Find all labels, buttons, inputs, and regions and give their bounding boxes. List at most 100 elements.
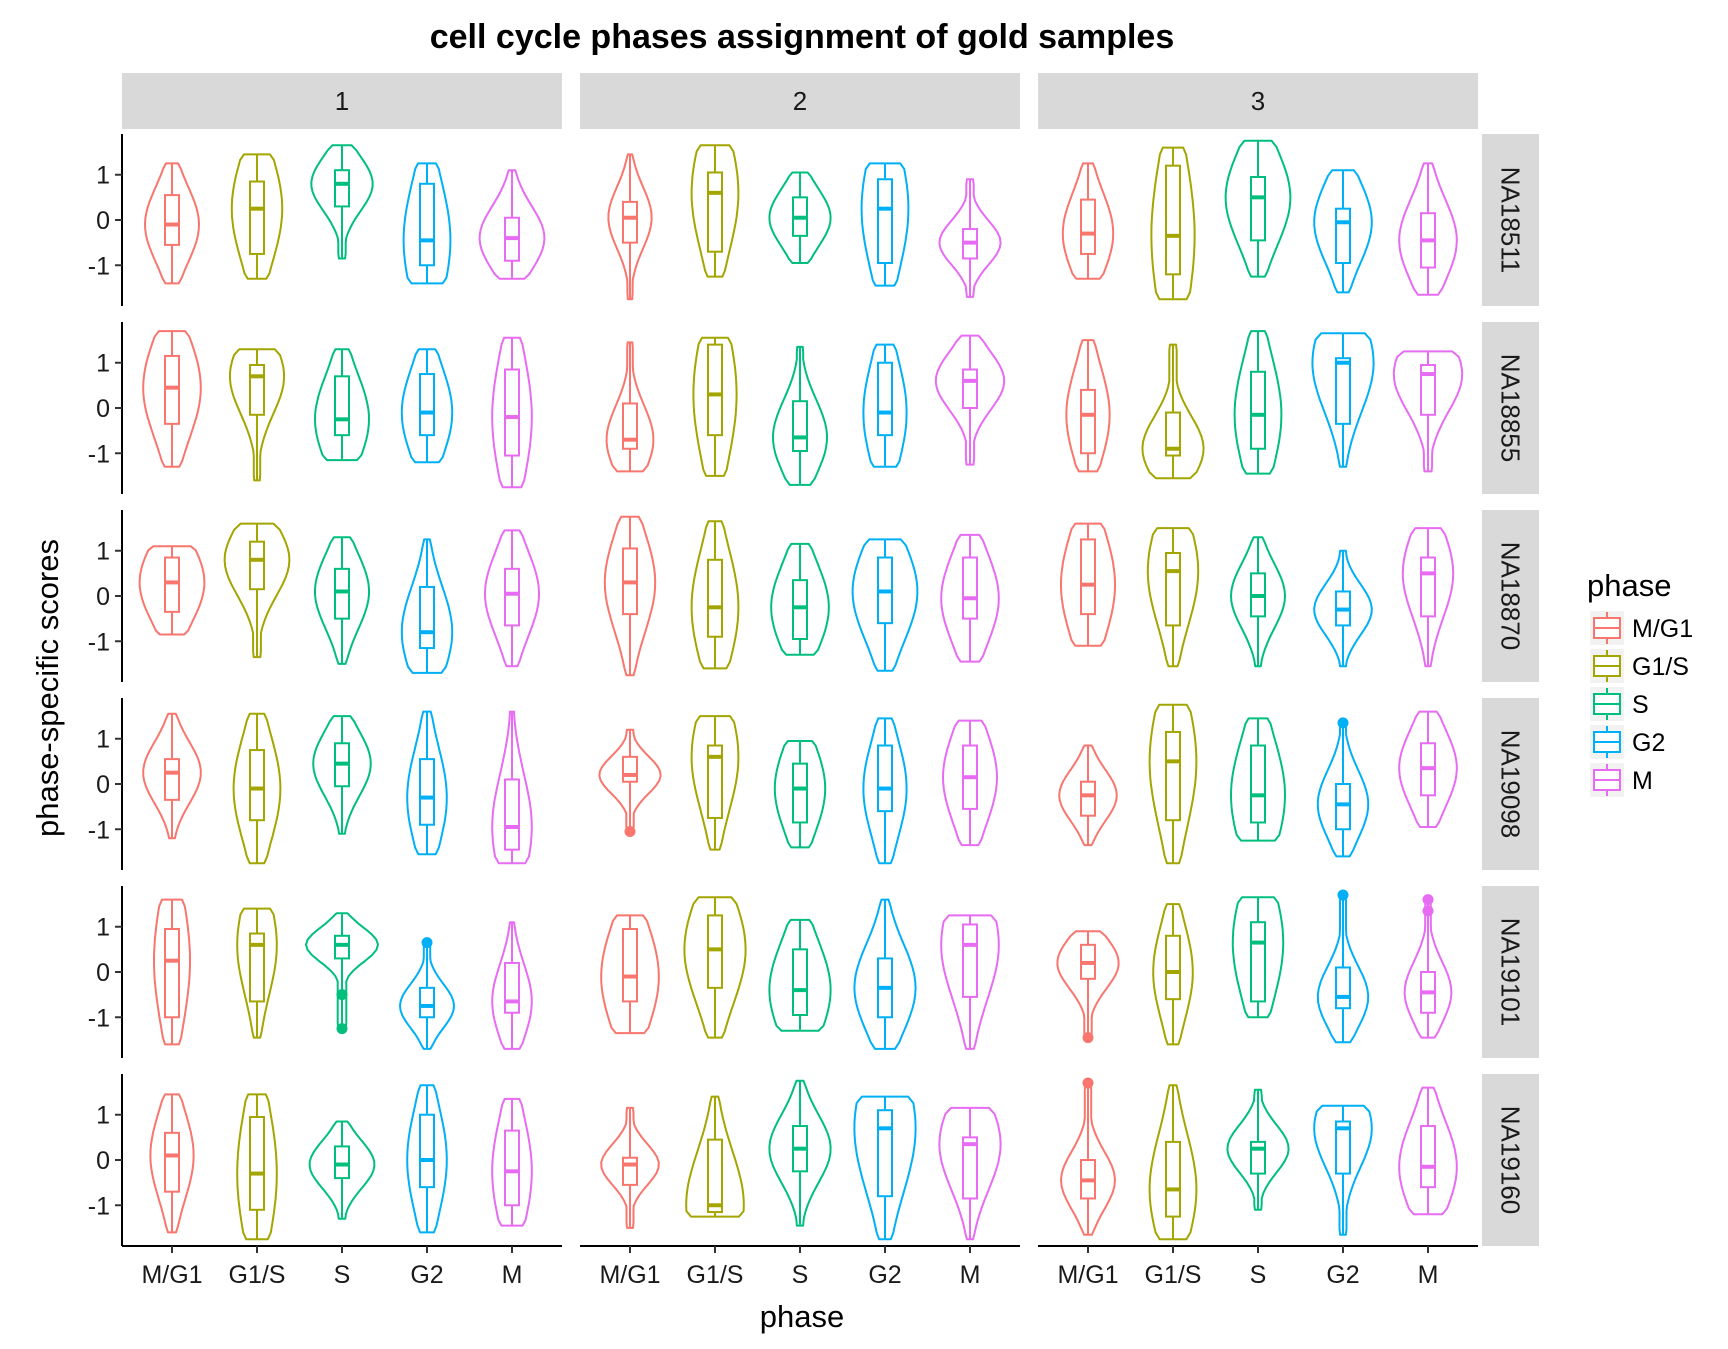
outlier-point xyxy=(421,937,433,949)
violin-MG1-r2-c0 xyxy=(138,545,206,636)
facet-strip-row-label: NA19101 xyxy=(1496,918,1526,1026)
violin-M-r3-c2 xyxy=(1398,710,1458,828)
outlier-point xyxy=(1337,889,1349,901)
box-iqr xyxy=(792,579,808,641)
y-tick-label: 1 xyxy=(96,538,110,566)
facet-strip-row-NA18870 xyxy=(1482,510,1539,682)
facet-strip-row-NA19098 xyxy=(1482,698,1539,870)
violin-G2-r1-c0 xyxy=(400,348,454,464)
box-iqr xyxy=(792,762,808,824)
violin-MG1-r3-c1 xyxy=(598,728,662,833)
violin-MG1-r4-c2 xyxy=(1056,930,1120,1039)
violin-G1S-r5-c2 xyxy=(1148,1084,1198,1241)
y-tick-label: 1 xyxy=(96,162,110,190)
y-tick-label: -1 xyxy=(88,1192,110,1220)
x-tick-label: M/G1 xyxy=(599,1261,660,1289)
violin-G2-r3-c0 xyxy=(406,710,448,856)
box-iqr xyxy=(622,755,638,783)
box-iqr xyxy=(419,1113,435,1189)
outlier-point xyxy=(1082,1032,1094,1044)
violin-MG1-r4-c0 xyxy=(153,898,191,1046)
box-iqr xyxy=(622,200,638,244)
y-tick-label: -1 xyxy=(88,252,110,280)
box-iqr xyxy=(877,744,893,813)
violin-G1S-r2-c0 xyxy=(223,522,291,659)
violin-G2-r5-c0 xyxy=(406,1084,448,1234)
facet-strip-row-label: NA18511 xyxy=(1496,167,1526,274)
violin-G1S-r4-c0 xyxy=(236,907,278,1039)
box-iqr xyxy=(622,1156,638,1186)
box-iqr xyxy=(249,180,265,255)
violin-G2-r2-c0 xyxy=(400,538,454,674)
box-iqr xyxy=(419,373,435,437)
violin-G2-r4-c1 xyxy=(853,898,917,1050)
violin-MG1-r0-c0 xyxy=(144,162,200,285)
box-iqr xyxy=(419,758,435,826)
box-iqr xyxy=(1165,934,1181,1001)
violin-G1S-r2-c2 xyxy=(1146,527,1200,668)
y-tick-label: -1 xyxy=(88,816,110,844)
violin-MG1-r0-c1 xyxy=(607,153,653,301)
violin-M-r1-c1 xyxy=(934,334,1006,466)
violin-G2-r2-c2 xyxy=(1313,549,1373,668)
x-tick-label: S xyxy=(334,1261,351,1289)
box-iqr xyxy=(1165,1140,1181,1218)
y-tick-label: -1 xyxy=(88,440,110,468)
violin-G1S-r3-c1 xyxy=(690,715,740,851)
violin-M-r1-c0 xyxy=(491,336,533,489)
facet-strip-row-label: NA19098 xyxy=(1496,730,1526,838)
box-iqr xyxy=(962,368,978,409)
legend-label: M/G1 xyxy=(1632,615,1693,643)
violin-G1S-r0-c0 xyxy=(230,153,284,280)
violin-G1S-r1-c1 xyxy=(692,336,738,477)
facet-strip-row-NA18511 xyxy=(1482,134,1539,306)
box-iqr xyxy=(707,914,723,989)
x-tick-label: G1/S xyxy=(229,1261,286,1289)
outlier-point xyxy=(624,826,636,838)
chart-title: cell cycle phases assignment of gold sam… xyxy=(430,18,1175,56)
violin-S-r1-c2 xyxy=(1233,330,1283,475)
box-iqr xyxy=(1165,552,1181,627)
box-iqr xyxy=(1250,921,1266,1003)
box-iqr xyxy=(1250,176,1266,242)
outlier-point xyxy=(1337,717,1349,729)
facet-strip-col-3 xyxy=(1038,73,1478,129)
violin-G2-r0-c1 xyxy=(860,162,910,287)
violin-MG1-r3-c2 xyxy=(1058,744,1118,847)
violin-S-r2-c2 xyxy=(1230,536,1286,668)
legend-label: G2 xyxy=(1632,729,1665,757)
box-iqr xyxy=(707,1138,723,1214)
box-iqr xyxy=(249,932,265,1003)
box-iqr xyxy=(1250,1140,1266,1175)
box-iqr xyxy=(249,749,265,822)
box-iqr xyxy=(792,948,808,1016)
box-iqr xyxy=(334,567,350,620)
violin-M-r1-c2 xyxy=(1392,350,1464,473)
box-iqr xyxy=(1080,780,1096,817)
violin-G2-r0-c0 xyxy=(402,162,452,285)
y-tick-label: -1 xyxy=(88,628,110,656)
y-axis-title: phase-specific scores xyxy=(30,539,65,837)
violin-G1S-r4-c1 xyxy=(683,896,747,1039)
box-iqr xyxy=(1165,411,1181,457)
facet-strip-col-label: 1 xyxy=(335,86,349,116)
violin-M-r0-c2 xyxy=(1398,162,1458,296)
y-tick-label: 1 xyxy=(96,914,110,942)
box-iqr xyxy=(707,171,723,253)
y-tick-label: 1 xyxy=(96,726,110,754)
box-iqr xyxy=(877,178,893,264)
violin-M-r5-c0 xyxy=(491,1097,533,1227)
box-iqr xyxy=(622,928,638,1003)
violin-S-r0-c2 xyxy=(1224,139,1292,278)
box-iqr xyxy=(334,169,350,208)
violin-S-r0-c0 xyxy=(310,144,374,260)
violin-G2-r1-c1 xyxy=(862,343,908,468)
box-iqr xyxy=(1165,730,1181,822)
violin-M-r2-c1 xyxy=(940,533,1000,663)
violin-G1S-r2-c1 xyxy=(690,520,740,670)
violin-S-r5-c2 xyxy=(1226,1088,1290,1211)
violin-S-r5-c1 xyxy=(768,1079,832,1227)
legend-title: phase xyxy=(1587,568,1671,603)
